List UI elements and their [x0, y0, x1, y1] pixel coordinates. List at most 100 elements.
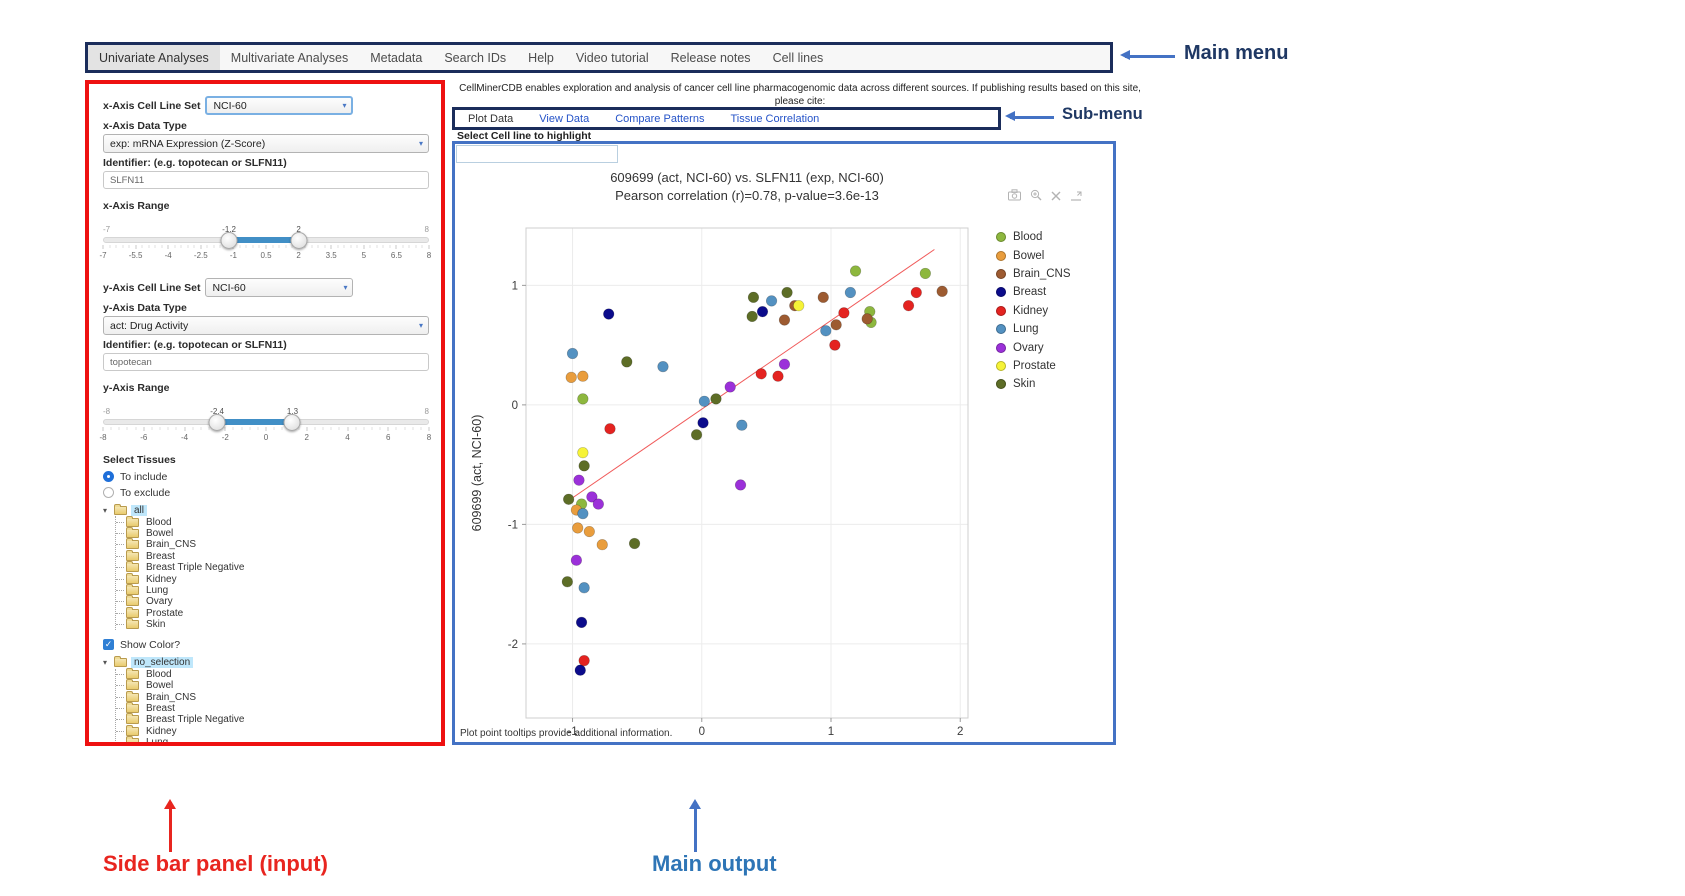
tissue-tree-item-kidney[interactable]: Kidney	[116, 572, 429, 585]
scatter-point-kidney[interactable]	[829, 339, 841, 351]
legend-item-prostate[interactable]: Prostate	[996, 357, 1071, 375]
scatter-point-lung[interactable]	[765, 295, 778, 307]
scatter-point-skin[interactable]	[710, 393, 722, 405]
legend-item-brain-cns[interactable]: Brain_CNS	[996, 265, 1071, 283]
y-range-slider[interactable]: -8 8 -8 -6 -4 -2 0 2 4 6 8 -2.4 1.3	[99, 407, 432, 442]
scatter-point-brain_cns[interactable]	[861, 313, 873, 325]
main-menu-item-metadata[interactable]: Metadata	[370, 50, 423, 65]
scatter-point-skin[interactable]	[563, 493, 575, 505]
scatter-point-skin[interactable]	[690, 429, 703, 441]
sub-menu-item-tissue-correlation[interactable]: Tissue Correlation	[730, 112, 820, 125]
tissue-tree-root[interactable]: all	[131, 505, 148, 517]
show-color-row[interactable]: ✓ Show Color?	[103, 637, 429, 652]
tissue-tree-item-prostate[interactable]: Prostate	[116, 606, 429, 619]
y-data-type-select[interactable]: act: Drug Activity ▾	[103, 316, 429, 335]
scatter-point-lung[interactable]	[657, 361, 669, 373]
tree-item-label[interactable]: Prostate	[146, 607, 184, 619]
legend-item-blood[interactable]: Blood	[996, 228, 1071, 246]
show-color-checkbox[interactable]: ✓	[103, 639, 114, 651]
main-menu-item-univariate-analyses[interactable]: Univariate Analyses	[88, 45, 220, 70]
scatter-point-skin[interactable]	[781, 286, 793, 299]
tree-item-label[interactable]: Brain_CNS	[146, 691, 197, 703]
tree-item-label[interactable]: Blood	[146, 668, 172, 680]
slider-handle-to[interactable]	[290, 232, 308, 249]
legend-item-kidney[interactable]: Kidney	[996, 302, 1071, 320]
tissue-tree-item-breast[interactable]: Breast	[116, 549, 429, 562]
scatter-point-bowel[interactable]	[572, 522, 584, 534]
drag-icon[interactable]	[1070, 188, 1082, 206]
tree-item-label[interactable]: Breast	[146, 550, 175, 562]
scatter-point-bowel[interactable]	[577, 370, 589, 382]
tree-item-label[interactable]: Blood	[146, 516, 172, 528]
main-menu-item-multivariate-analyses[interactable]: Multivariate Analyses	[230, 50, 349, 65]
scatter-point-kidney[interactable]	[578, 655, 590, 667]
tree-item-label[interactable]: Kidney	[146, 573, 177, 585]
tree-item-label[interactable]: Kidney	[146, 725, 177, 737]
scatter-point-prostate[interactable]	[577, 447, 589, 459]
radio-button[interactable]	[103, 487, 114, 498]
radio-to-exclude[interactable]: To exclude	[103, 485, 429, 500]
tree-item-label[interactable]: Brain_CNS	[146, 539, 197, 551]
radio-button[interactable]	[103, 471, 114, 482]
highlight-cell-line-input[interactable]	[456, 145, 618, 163]
scatter-point-kidney[interactable]	[772, 370, 784, 382]
scatter-point-skin[interactable]	[561, 576, 573, 588]
tissue-tree-item-skin[interactable]: Skin	[116, 618, 429, 630]
tree-item-label[interactable]: Breast Triple Negative	[146, 562, 245, 574]
sub-menu-item-compare-patterns[interactable]: Compare Patterns	[615, 112, 705, 125]
selection-tree-item-blood[interactable]: Blood	[116, 667, 429, 680]
tree-item-label[interactable]: Breast	[146, 703, 175, 715]
x-cell-line-set-select[interactable]: NCI-60 ▾	[205, 96, 354, 115]
zoom-in-icon[interactable]	[1030, 188, 1042, 206]
scatter-point-lung[interactable]	[577, 508, 589, 520]
tree-item-label[interactable]: Lung	[146, 737, 169, 746]
tree-toggle-icon[interactable]: ▾	[103, 506, 108, 516]
scatter-point-skin[interactable]	[747, 291, 760, 303]
scatter-point-kidney[interactable]	[910, 286, 922, 299]
tree-item-label[interactable]: Bowel	[146, 680, 174, 692]
scatter-point-prostate[interactable]	[793, 300, 805, 312]
slider-handle-from[interactable]	[220, 232, 238, 249]
scatter-point-lung[interactable]	[736, 419, 748, 431]
tree-item-label[interactable]: Ovary	[146, 596, 173, 608]
scatter-plot[interactable]: -1 0 1 2 1 0 -1 -2 609699 (act, NCI-60) vs. SLFN…	[455, 144, 1115, 742]
sub-menu-item-view-data[interactable]: View Data	[539, 112, 590, 125]
legend-item-lung[interactable]: Lung	[996, 320, 1071, 338]
selection-tree-item-breast-triple-negative[interactable]: Breast Triple Negative	[116, 713, 429, 725]
scatter-point-bowel[interactable]	[583, 525, 595, 538]
scatter-point-skin[interactable]	[578, 460, 590, 472]
scatter-point-skin[interactable]	[746, 310, 758, 323]
x-range-slider[interactable]: -7 8 -7 -5.5 -4 -2.5 -1 0.5 2 3.5 5 6.5 8 -1.2 2	[99, 225, 432, 260]
scatter-point-bowel[interactable]	[565, 371, 577, 383]
tissue-tree-item-brain-cns[interactable]: Brain_CNS	[116, 538, 429, 551]
main-menu-item-video-tutorial[interactable]: Video tutorial	[575, 50, 649, 65]
tissue-tree-item-ovary[interactable]: Ovary	[116, 595, 429, 608]
scatter-point-lung[interactable]	[844, 286, 856, 299]
y-identifier-input[interactable]	[103, 353, 429, 371]
scatter-point-lung[interactable]	[698, 395, 710, 407]
selection-tree-root[interactable]: no_selection	[131, 657, 194, 669]
tissue-tree-item-lung[interactable]: Lung	[116, 583, 429, 596]
scatter-point-ovary[interactable]	[724, 381, 736, 393]
slider-handle-from[interactable]	[208, 414, 226, 431]
scatter-point-brain_cns[interactable]	[830, 319, 842, 331]
y-cell-line-set-select[interactable]: NCI-60 ▾	[205, 278, 354, 297]
tissue-tree-item-breast-triple-negative[interactable]: Breast Triple Negative	[116, 561, 429, 574]
legend-item-ovary[interactable]: Ovary	[996, 338, 1071, 356]
scatter-point-ovary[interactable]	[570, 554, 583, 566]
scatter-point-lung[interactable]	[566, 347, 579, 360]
scatter-point-brain_cns[interactable]	[817, 291, 829, 303]
scatter-point-skin[interactable]	[628, 537, 641, 550]
scatter-point-blood[interactable]	[919, 267, 931, 280]
tree-item-label[interactable]: Lung	[146, 584, 169, 596]
scatter-point-ovary[interactable]	[586, 491, 598, 503]
legend-item-bowel[interactable]: Bowel	[996, 246, 1071, 264]
scatter-point-breast[interactable]	[697, 417, 709, 429]
legend-item-breast[interactable]: Breast	[996, 283, 1071, 301]
selection-tree-item-breast[interactable]: Breast	[116, 702, 429, 715]
slider-handle-to[interactable]	[283, 414, 301, 431]
main-menu-item-help[interactable]: Help	[528, 50, 554, 65]
scatter-point-ovary[interactable]	[592, 498, 604, 510]
scatter-point-brain_cns[interactable]	[936, 285, 948, 297]
scatter-point-kidney[interactable]	[902, 300, 915, 312]
